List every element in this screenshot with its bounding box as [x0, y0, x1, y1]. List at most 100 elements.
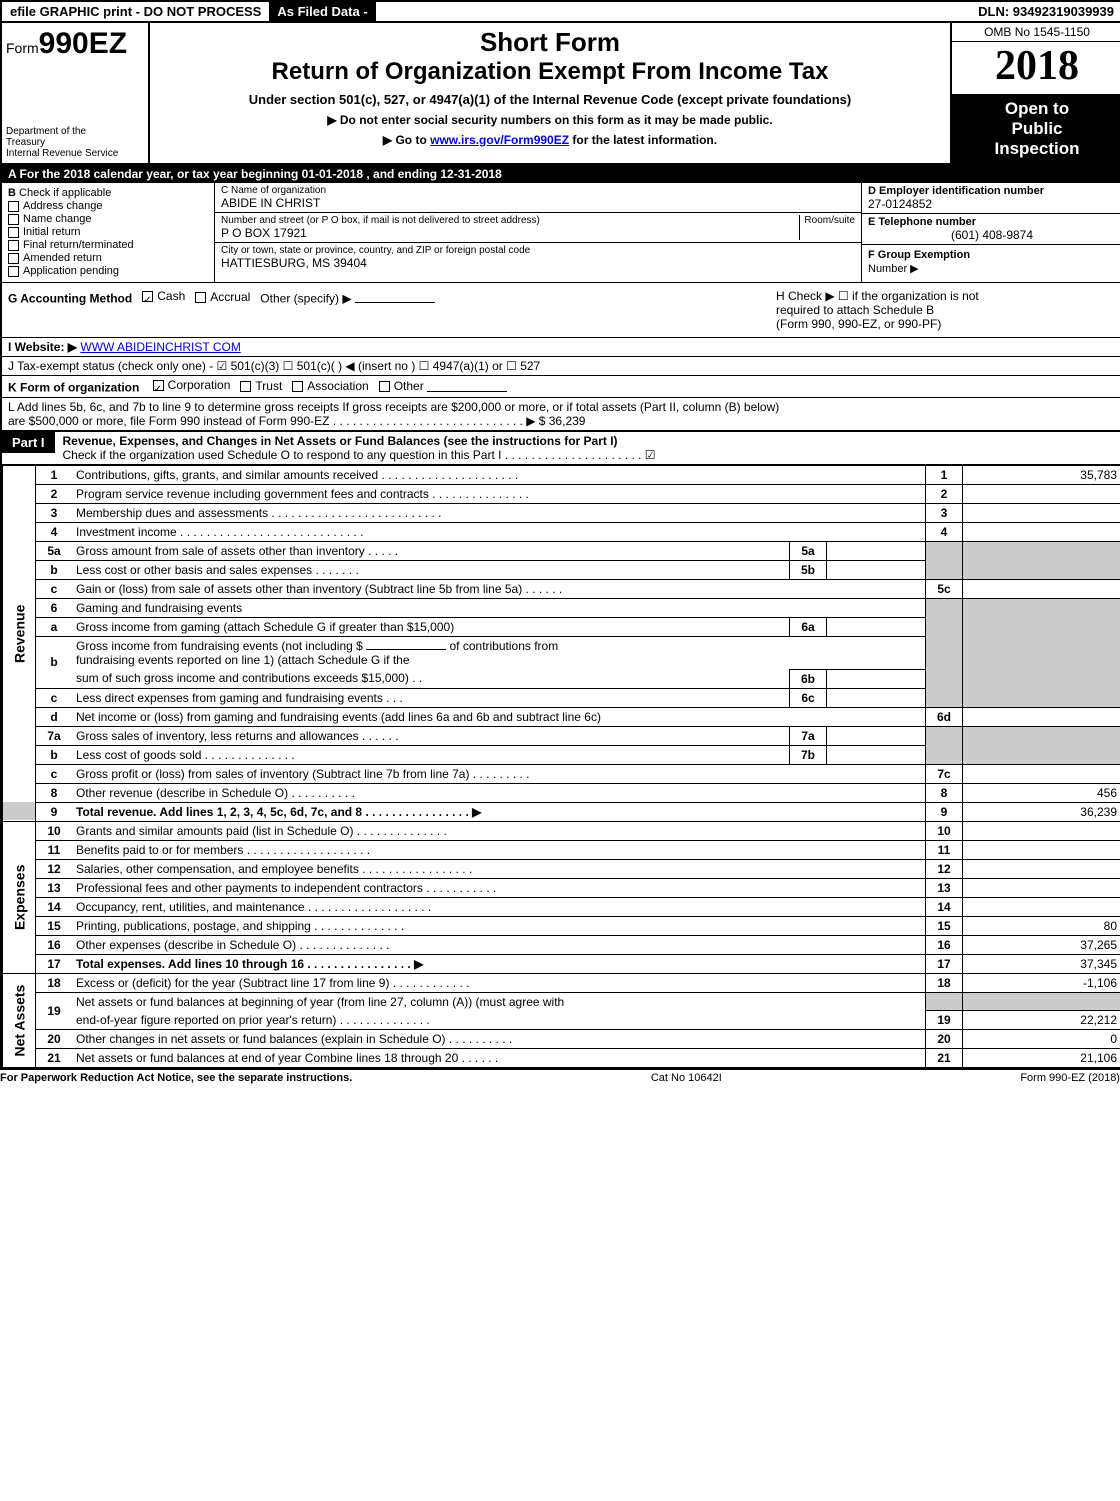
corp-label: Corporation — [168, 378, 231, 392]
part1-tab: Part I — [2, 432, 55, 453]
table-row: 4 Investment income . . . . . . . . . . … — [3, 522, 1120, 541]
table-row: Expenses 10 Grants and similar amounts p… — [3, 821, 1120, 840]
shaded-cell — [963, 541, 1120, 579]
line-num: c — [36, 688, 73, 707]
right-val — [963, 878, 1120, 897]
line-num: 12 — [36, 859, 73, 878]
right-num: 15 — [926, 916, 963, 935]
accrual-label: Accrual — [210, 290, 250, 304]
d-ein-cell: D Employer identification number 27-0124… — [862, 183, 1120, 214]
return-title: Return of Organization Exempt From Incom… — [158, 58, 942, 86]
other-org-input[interactable] — [427, 391, 507, 392]
line-num: 5a — [36, 541, 73, 560]
chk-address[interactable]: Address change — [8, 200, 208, 212]
right-num: 14 — [926, 897, 963, 916]
g-accounting: G Accounting Method Cash Accrual Other (… — [8, 289, 776, 331]
line-num: 17 — [36, 954, 73, 973]
header-mid: Short Form Return of Organization Exempt… — [150, 23, 950, 163]
open-line3: Inspection — [956, 139, 1118, 159]
line-desc: Salaries, other compensation, and employ… — [72, 859, 926, 878]
amended-label: Amended return — [23, 252, 102, 264]
checkbox-icon — [379, 381, 390, 392]
line-desc: Other changes in net assets or fund bala… — [72, 1030, 926, 1049]
chk-corp[interactable]: Corporation — [153, 378, 231, 392]
sub-val — [827, 745, 926, 764]
table-row: 7a Gross sales of inventory, less return… — [3, 726, 1120, 745]
col-b: B Check if applicable Address change Nam… — [2, 183, 215, 282]
contrib-amount-input[interactable] — [366, 649, 446, 650]
header-right: OMB No 1545-1150 2018 Open to Public Ins… — [950, 23, 1120, 163]
line-desc: Occupancy, rent, utilities, and maintena… — [72, 897, 926, 916]
right-val — [963, 840, 1120, 859]
chk-trust[interactable]: Trust — [240, 379, 282, 393]
chk-cash[interactable]: Cash — [142, 289, 185, 303]
chk-final[interactable]: Final return/terminated — [8, 239, 208, 251]
line-num: 3 — [36, 503, 73, 522]
chk-pending[interactable]: Application pending — [8, 265, 208, 277]
right-val — [963, 707, 1120, 726]
table-row: end-of-year figure reported on prior yea… — [3, 1011, 1120, 1030]
line-desc: Printing, publications, postage, and shi… — [72, 916, 926, 935]
initial-label: Initial return — [23, 226, 80, 238]
footer: For Paperwork Reduction Act Notice, see … — [0, 1070, 1120, 1086]
other-specify-input[interactable] — [355, 302, 435, 303]
netassets-side-label: Net Assets — [3, 973, 36, 1068]
org-name-cell: C Name of organization ABIDE IN CHRIST — [215, 183, 861, 213]
shaded-cell — [926, 726, 963, 764]
line-num: 16 — [36, 935, 73, 954]
line-desc: Benefits paid to or for members . . . . … — [72, 840, 926, 859]
c-name-label: C Name of organization — [221, 185, 855, 196]
right-num: 16 — [926, 935, 963, 954]
chk-accrual[interactable]: Accrual — [195, 290, 250, 304]
right-val — [963, 484, 1120, 503]
line-desc: Total revenue. Add lines 1, 2, 3, 4, 5c,… — [72, 802, 926, 821]
name-label: Name change — [23, 213, 92, 225]
chk-name[interactable]: Name change — [8, 213, 208, 225]
line-num: 7a — [36, 726, 73, 745]
line-desc: Membership dues and assessments . . . . … — [72, 503, 926, 522]
line-desc: Investment income . . . . . . . . . . . … — [72, 522, 926, 541]
sub-num: 7a — [790, 726, 827, 745]
l6b-desc3: fundraising events reported on line 1) (… — [76, 653, 410, 667]
right-num: 7c — [926, 764, 963, 783]
line-desc: Less cost of goods sold . . . . . . . . … — [72, 745, 790, 764]
chk-amended[interactable]: Amended return — [8, 252, 208, 264]
sub-val — [827, 726, 926, 745]
right-val: 22,212 — [963, 1011, 1120, 1030]
part1-title: Revenue, Expenses, and Changes in Net As… — [63, 434, 618, 448]
right-num: 13 — [926, 878, 963, 897]
table-row: 20 Other changes in net assets or fund b… — [3, 1030, 1120, 1049]
cash-label: Cash — [157, 289, 185, 303]
website-link[interactable]: WWW ABIDEINCHRIST COM — [80, 340, 240, 354]
street-label: Number and street (or P O box, if mail i… — [221, 215, 799, 226]
chk-other[interactable]: Other — [379, 379, 424, 393]
line-desc: Professional fees and other payments to … — [72, 878, 926, 897]
table-row: 21 Net assets or fund balances at end of… — [3, 1049, 1120, 1068]
check-if-label: Check if applicable — [19, 187, 111, 199]
table-row: 3 Membership dues and assessments . . . … — [3, 503, 1120, 522]
section-bcdef: B Check if applicable Address change Nam… — [2, 183, 1120, 283]
chk-assoc[interactable]: Association — [292, 379, 368, 393]
chk-initial[interactable]: Initial return — [8, 226, 208, 238]
right-val: 80 — [963, 916, 1120, 935]
i-label: I Website: ▶ — [8, 340, 77, 354]
short-form-title: Short Form — [158, 27, 942, 58]
line-desc: Gross sales of inventory, less returns a… — [72, 726, 790, 745]
irs-link[interactable]: www.irs.gov/Form990EZ — [430, 133, 569, 147]
i-website: I Website: ▶ WWW ABIDEINCHRIST COM — [2, 338, 1120, 357]
line-desc: Less direct expenses from gaming and fun… — [72, 688, 790, 707]
right-val — [963, 859, 1120, 878]
col-def: D Employer identification number 27-0124… — [861, 183, 1120, 282]
dln-label: DLN: 93492319039939 — [970, 2, 1120, 21]
sub-num: 6c — [790, 688, 827, 707]
right-val — [963, 821, 1120, 840]
line-num: 4 — [36, 522, 73, 541]
line-num: c — [36, 579, 73, 598]
right-num: 21 — [926, 1049, 963, 1068]
part1-check: Check if the organization used Schedule … — [63, 448, 656, 462]
top-bar: efile GRAPHIC print - DO NOT PROCESS As … — [2, 2, 1120, 23]
right-num: 11 — [926, 840, 963, 859]
checkbox-icon — [8, 201, 19, 212]
form-prefix: Form — [6, 40, 39, 56]
right-val — [963, 897, 1120, 916]
